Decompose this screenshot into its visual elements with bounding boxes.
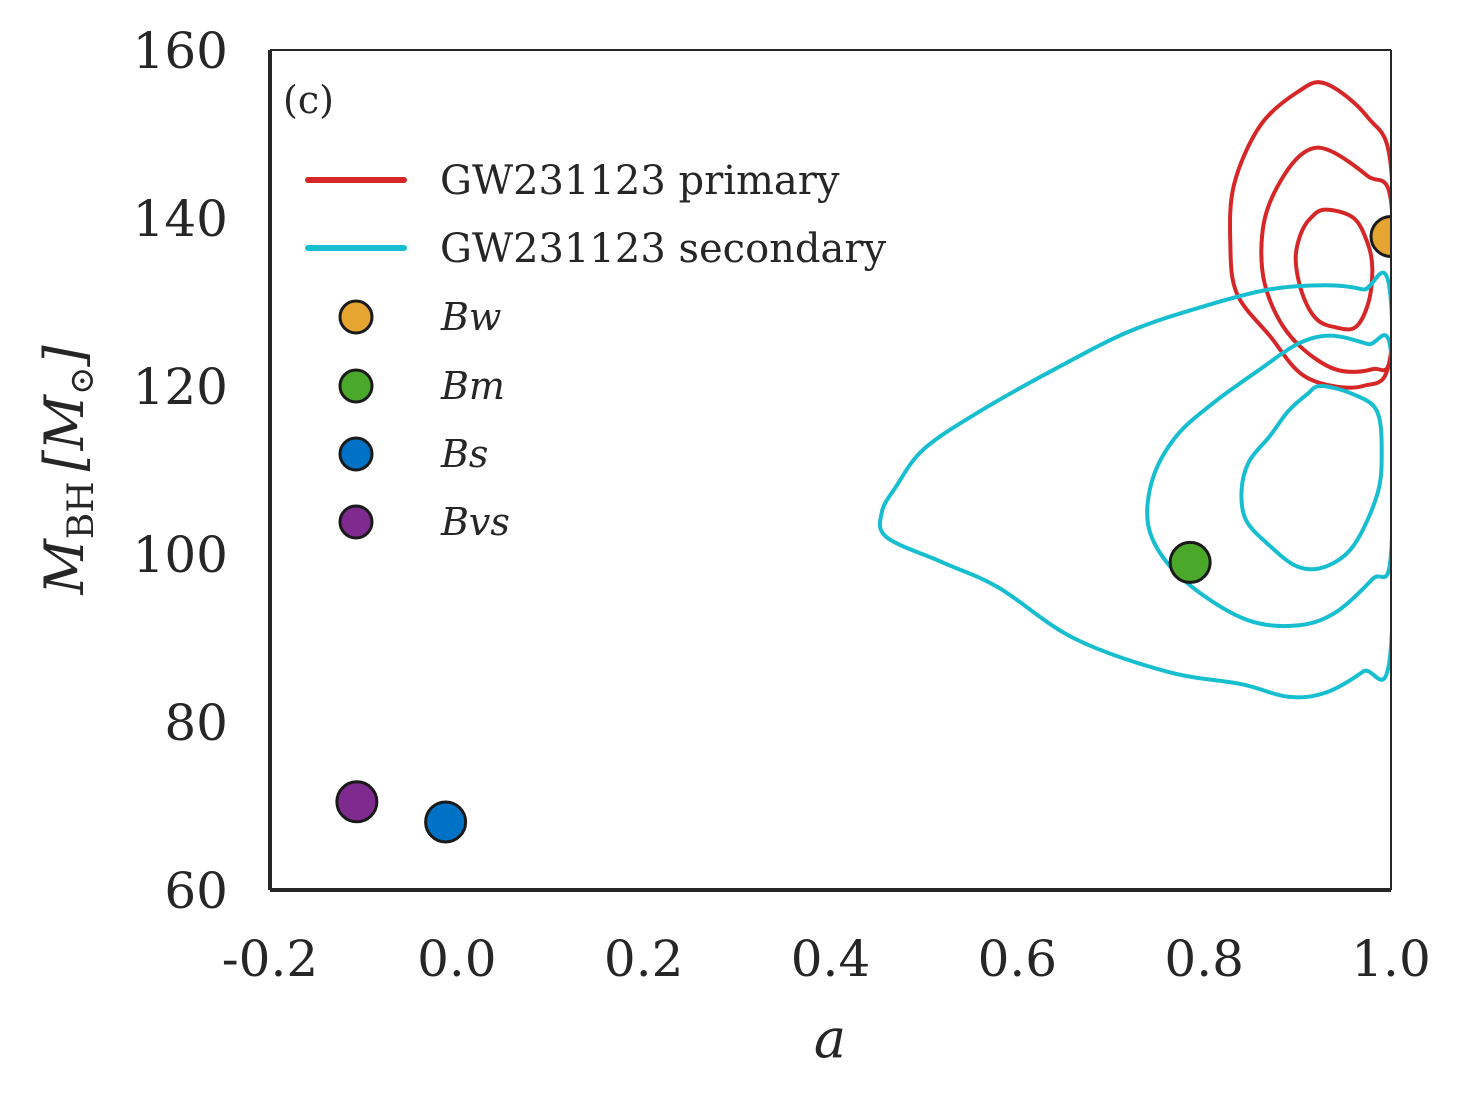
x-tick-label: 0.8 xyxy=(1164,930,1244,988)
point-bvs xyxy=(335,780,379,824)
y-tick-label: 60 xyxy=(164,862,228,920)
legend-marker-bs xyxy=(338,436,374,472)
legend-label-line-1: GW231123 primary xyxy=(440,158,840,204)
legend-marker-bm xyxy=(338,368,374,404)
legend: GW231123 primary GW231123 secondary Bw Bm Bs… xyxy=(305,158,886,544)
point-layer xyxy=(335,214,1391,844)
panel-label: (c) xyxy=(283,78,334,122)
x-tick-label: 0.0 xyxy=(417,930,497,988)
contour-gw231123-primary-level-1 xyxy=(1228,80,1391,390)
y-tick-label: 160 xyxy=(133,22,228,80)
legend-label-bvs: Bvs xyxy=(440,500,510,544)
contour-gw231123-secondary-level-2 xyxy=(1145,333,1391,629)
y-label-sub: BH xyxy=(61,481,102,539)
x-tick-label: -0.2 xyxy=(222,930,318,988)
point-bs xyxy=(424,800,468,844)
y-label-unit-close: ] xyxy=(33,345,96,368)
contour-gw231123-primary-level-3 xyxy=(1293,207,1375,332)
y-label-unit-sub: ⊙ xyxy=(62,367,102,396)
legend-marker-bvs xyxy=(338,504,374,540)
contour-layer xyxy=(877,80,1391,700)
y-label-unit: [M xyxy=(33,393,96,471)
contour-gw231123-secondary-level-1 xyxy=(877,270,1391,700)
y-axis-label: MBH [M⊙] xyxy=(33,345,102,596)
y-tick-label: 120 xyxy=(133,358,228,416)
y-tick-label: 140 xyxy=(133,190,228,248)
legend-marker-bw xyxy=(338,299,374,335)
legend-label-bs: Bs xyxy=(440,432,488,476)
plot-area xyxy=(270,50,1391,890)
x-axis-label: a xyxy=(814,1007,846,1070)
contour-gw231123-secondary-level-3 xyxy=(1239,384,1384,572)
point-bm xyxy=(1168,540,1212,584)
legend-label-bm: Bm xyxy=(440,364,505,408)
y-tick-label: 100 xyxy=(133,526,228,584)
y-tick-label: 80 xyxy=(164,694,228,752)
y-label-main: M xyxy=(33,538,96,596)
legend-label-bw: Bw xyxy=(440,295,501,339)
x-tick-label: 0.4 xyxy=(791,930,871,988)
x-tick-label: 0.6 xyxy=(978,930,1058,988)
x-tick-labels: -0.2 0.0 0.2 0.4 0.6 0.8 1.0 xyxy=(222,930,1431,988)
y-tick-labels: 60 80 100 120 140 160 xyxy=(133,22,228,920)
x-tick-label: 0.2 xyxy=(604,930,684,988)
x-tick-label: 1.0 xyxy=(1351,930,1431,988)
point-bw xyxy=(1369,214,1391,258)
contour-gw231123-primary-level-2 xyxy=(1259,145,1391,374)
legend-label-line-2: GW231123 secondary xyxy=(440,226,886,272)
